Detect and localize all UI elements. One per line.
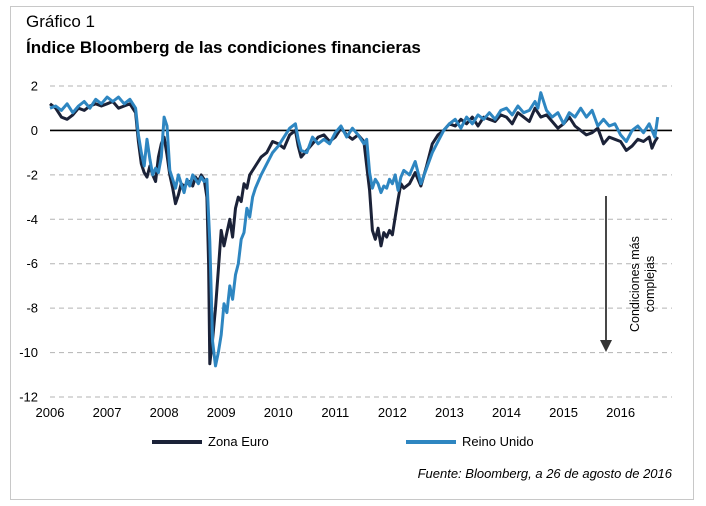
x-tick-label: 2008: [150, 405, 179, 420]
y-tick-label: -6: [26, 256, 38, 271]
x-tick-label: 2006: [36, 405, 65, 420]
x-tick-label: 2016: [606, 405, 635, 420]
y-axis-tick-labels: 2 0 -2 -4 -6 -8 -10 -12: [19, 79, 38, 405]
x-tick-label: 2012: [378, 405, 407, 420]
y-tick-label: -12: [19, 390, 38, 405]
chart-label: Gráfico 1: [26, 12, 95, 31]
legend-swatch-reino-unido: [406, 439, 456, 444]
legend-label-zona-euro: Zona Euro: [208, 434, 269, 449]
legend-reino-unido: Reino Unido: [406, 434, 534, 449]
x-axis-tick-labels: 2006 2007 2008 2009 2010 2011 2012 2013 2014 2015…: [36, 405, 636, 420]
series-line-zona-euro: [49, 100, 659, 366]
x-tick-label: 2011: [321, 405, 349, 420]
annotation-line-1: Condiciones más: [628, 236, 642, 332]
y-tick-label: -4: [26, 212, 38, 227]
y-tick-label: -2: [26, 167, 38, 182]
series-layer: [49, 91, 660, 368]
x-tick-label: 2015: [549, 405, 578, 420]
legend-label-reino-unido: Reino Unido: [462, 434, 534, 449]
x-tick-label: 2013: [435, 405, 464, 420]
chart-frame: [10, 6, 694, 500]
harder-conditions-annotation: Condiciones más complejas: [628, 236, 658, 332]
legend-zona-euro: Zona Euro: [152, 434, 269, 449]
source-note: Fuente: Bloomberg, a 26 de agosto de 201…: [417, 466, 672, 481]
x-tick-label: 2010: [264, 405, 293, 420]
chart-title: Índice Bloomberg de las condiciones fina…: [26, 38, 421, 57]
x-tick-label: 2014: [492, 405, 521, 420]
legend-swatch-zona-euro: [152, 439, 202, 444]
series-line-reino-unido: [49, 91, 660, 368]
annotation-line-2: complejas: [643, 255, 657, 313]
x-tick-label: 2007: [93, 405, 122, 420]
y-tick-label: -10: [19, 345, 38, 360]
harder-conditions-arrow: [600, 196, 612, 352]
y-tick-label: 0: [31, 123, 38, 138]
grid-lines: [50, 85, 672, 398]
y-tick-label: -8: [26, 301, 38, 316]
x-tick-label: 2009: [207, 405, 236, 420]
y-tick-label: 2: [31, 79, 38, 94]
